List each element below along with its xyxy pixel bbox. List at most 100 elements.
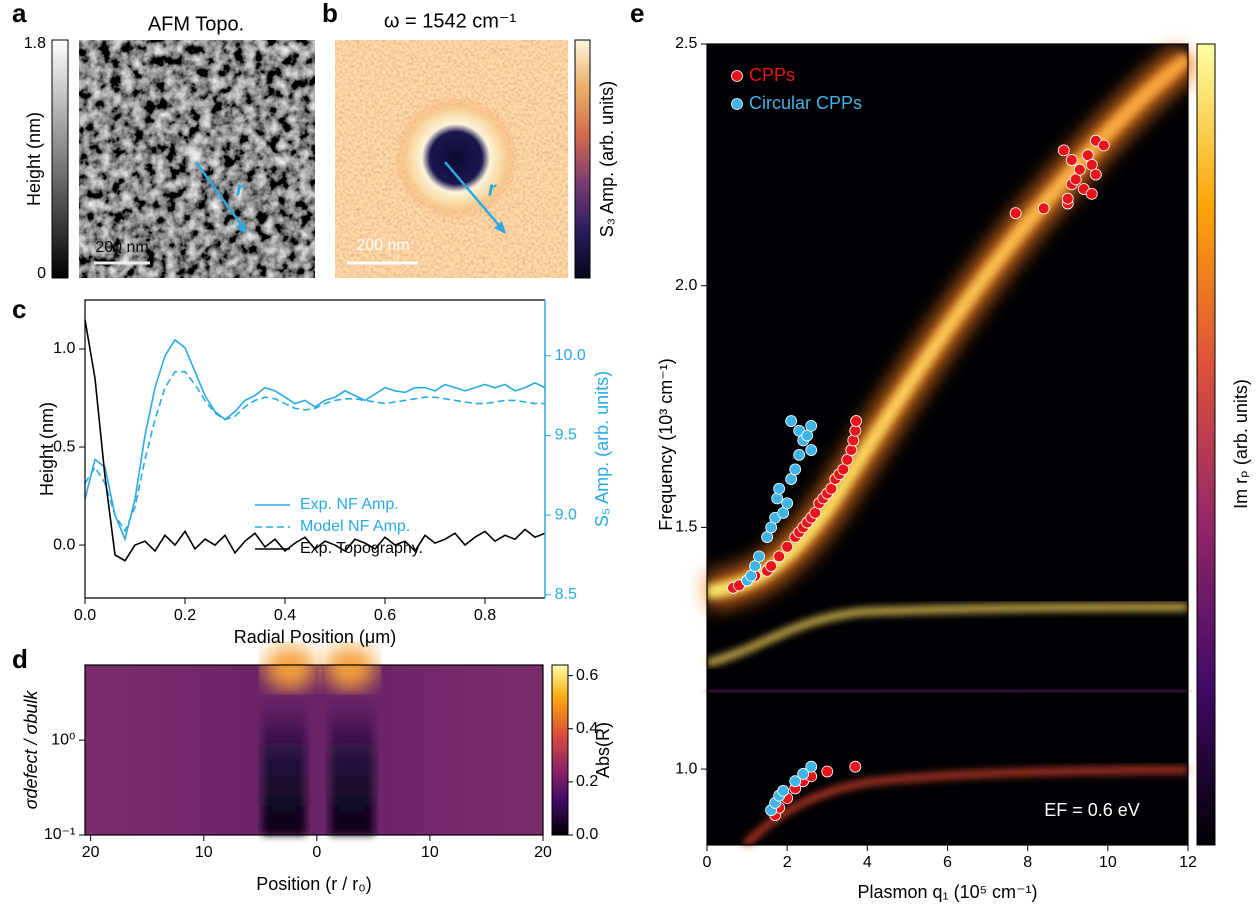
legend-label: Exp. NF Amp. [300,496,399,513]
colorbar-label: Height (nm) [24,112,44,206]
y-tick-label: 9.0 [555,506,577,523]
y-tick-label: 2.0 [675,277,697,294]
x-tick-label: 4 [863,854,872,871]
panel-label: c [12,294,26,324]
defect-ring [394,96,518,220]
x-axis-label: Radial Position (μm) [234,627,396,647]
image-title: ω = 1542 cm⁻¹ [384,10,517,32]
colorbar [574,39,591,279]
scatter-point [781,540,794,553]
panel-label: a [12,0,27,28]
y-tick-label: 8.5 [555,586,577,603]
scatter-point [845,444,858,456]
scatter-point [781,497,794,510]
scatter-point [1061,192,1074,205]
defect-spot [187,149,205,167]
scatter-point [793,448,806,461]
scatter-point [777,784,790,797]
scale-bar-label: 200 nm [356,237,409,254]
scatter-point [773,482,786,495]
x-tick-label: 20 [534,844,552,861]
scatter-point [849,760,862,773]
colorbar-tick-label: 0.0 [576,826,598,843]
scatter-point [1037,202,1050,215]
colorbar-tick-label: 0 [37,265,46,282]
line-series [84,370,545,533]
panel-label: e [630,0,644,28]
y-tick-label: 10⁰ [51,731,75,748]
x-tick-label: 0.6 [374,607,396,624]
y-axis-label: Frequency (10³ cm⁻¹) [656,358,676,531]
y-tick-label: 1.5 [675,519,697,536]
arrow-label: r [236,178,245,200]
legend-marker [731,70,743,82]
legend-label: Model NF Amp. [300,518,410,535]
scatter-point [1073,163,1086,176]
scatter-point [765,560,778,572]
d-map [85,665,543,835]
scatter-point [805,760,818,773]
x-tick-label: 0.0 [74,607,96,624]
x-axis-label: Plasmon q₁ (10⁵ cm⁻¹) [857,882,1037,902]
y-tick-label: 1.0 [53,340,75,357]
scatter-point [1089,168,1102,181]
scale-bar-label: 200 nm [95,239,148,256]
legend-label: Circular CPPs [749,93,862,113]
colorbar [1196,43,1216,846]
scatter-point [1057,144,1070,157]
scatter-point [850,415,863,427]
line-series [84,338,546,542]
legend-marker [731,98,743,110]
x-tick-label: 2 [783,854,792,871]
colorbar-tick-label: 0.2 [576,773,598,790]
panel-label: b [322,0,338,28]
arrow-label: r [488,178,497,200]
colorbar-label: S₃ Amp. (arb. units) [597,81,617,237]
scatter-point [785,415,798,427]
colorbar-tick-label: 0.4 [576,720,598,737]
scatter-point [1009,207,1022,220]
x-tick-label: 0 [312,844,321,861]
plot-frame [84,299,545,599]
scatter-point [1065,154,1078,166]
d-blob [324,646,376,690]
x-tick-label: 8 [1023,854,1032,871]
arrow [194,161,247,231]
x-tick-label: 0.8 [474,607,496,624]
scatter-point [789,463,802,476]
colorbar [51,39,69,279]
plot-frame [84,664,544,836]
colorbar-label: Abs(R) [593,722,613,778]
y-tick-label: 1.0 [675,760,697,777]
y-axis-label: Height (nm) [37,402,57,496]
x-tick-label: 10 [195,844,213,861]
y-tick-label: 2.5 [675,35,697,52]
colorbar-tick-label: 1.8 [24,35,46,52]
scatter-point [805,444,818,456]
x-axis-label: Position (r / r₀) [256,874,372,894]
colorbar-label: Im rₚ (arb. units) [1231,379,1251,509]
legend-label: CPPs [749,65,795,85]
d-band [262,700,306,835]
x-tick-label: 10 [421,844,439,861]
colorbar-tick-label: 0.6 [576,667,598,684]
x-tick-label: 20 [82,844,100,861]
d-band [330,700,374,835]
image-title: AFM Topo. [148,13,244,35]
y-tick-label: 9.5 [555,427,577,444]
legend-label: Exp. Topography. [300,540,423,557]
arrow [444,161,504,231]
e-map [707,44,1188,845]
colorbar [551,664,569,836]
scatter-point [789,775,802,788]
decor [79,40,1199,848]
scatter-point [805,419,818,432]
scatter-point [797,768,810,780]
scatter-point [821,765,834,778]
y-tick-label: 10.0 [555,347,586,364]
scatter-point [753,550,766,563]
panel-label: d [12,644,28,674]
e-band [706,52,1193,599]
x-tick-label: 0.4 [274,607,296,624]
